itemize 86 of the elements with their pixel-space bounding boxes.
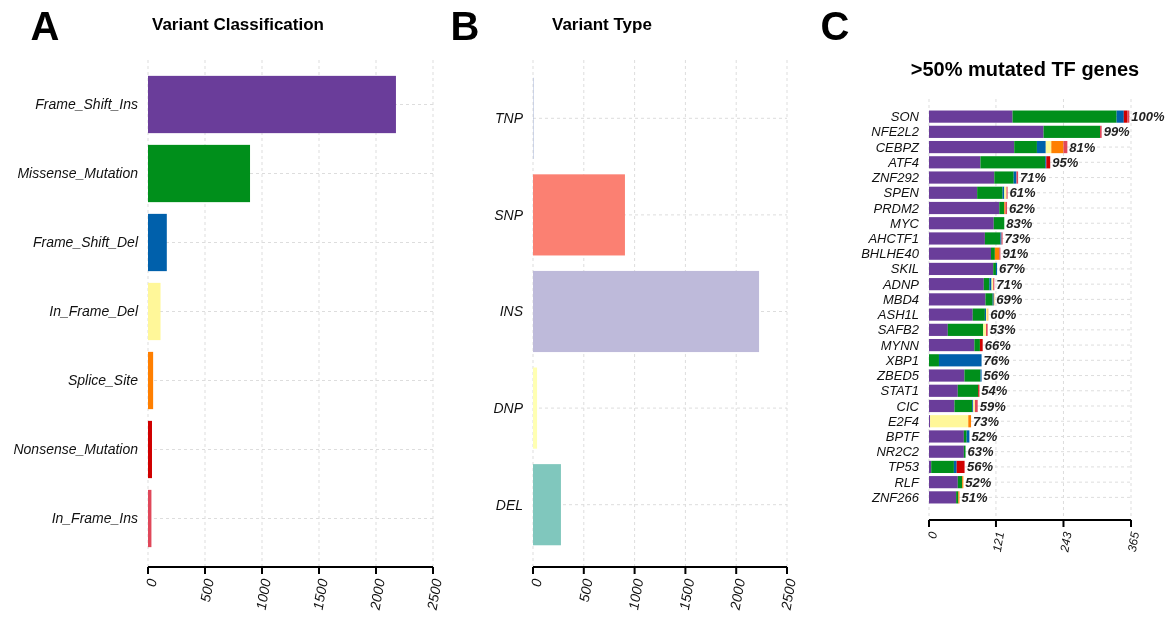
- y-tick-label: SNP: [494, 206, 524, 223]
- y-tick-label: ATF4: [887, 154, 919, 170]
- y-tick-label: TNP: [495, 110, 524, 127]
- x-tick-label: 0: [142, 577, 160, 589]
- annotation: 73%: [973, 413, 1000, 429]
- annotation: 69%: [996, 291, 1023, 307]
- annotation: 67%: [999, 261, 1026, 277]
- annotation: 59%: [979, 398, 1007, 414]
- chart-title: Variant Type: [552, 15, 652, 34]
- x-tick-label: 0: [925, 530, 941, 540]
- annotation: 81%: [1069, 139, 1096, 155]
- y-tick-label: MYNN: [880, 337, 920, 353]
- annotation: 62%: [1009, 200, 1036, 216]
- annotation: 99%: [1103, 124, 1131, 140]
- y-tick-label: Splice_Site: [67, 372, 139, 389]
- annotation: 71%: [996, 276, 1023, 292]
- annotation: 54%: [981, 383, 1008, 399]
- y-tick-label: SAFB2: [877, 322, 920, 338]
- x-tick-label: 2500: [777, 577, 799, 613]
- x-tick-label: 1000: [625, 577, 647, 612]
- y-tick-label: ZNF292: [871, 170, 920, 186]
- x-tick-label: 500: [196, 577, 217, 604]
- y-tick-label: MYC: [890, 215, 920, 231]
- annotation: 83%: [1006, 215, 1033, 231]
- x-tick-label: 0: [527, 577, 545, 589]
- annotation: 63%: [967, 444, 994, 460]
- y-tick-label: DEL: [495, 496, 523, 513]
- y-tick-label: Missense_Mutation: [17, 165, 139, 182]
- x-tick-label: 2500: [423, 577, 445, 613]
- y-tick-label: RLF: [894, 474, 921, 490]
- annotation: 73%: [1004, 231, 1032, 247]
- y-tick-label: XBP1: [884, 352, 919, 368]
- annotation: 56%: [966, 459, 994, 475]
- annotation: 71%: [1020, 170, 1047, 186]
- y-tick-label: AHCTF1: [867, 231, 919, 247]
- annotation: 56%: [983, 368, 1011, 384]
- y-tick-label: PRDM2: [873, 200, 920, 216]
- y-tick-label: BPTF: [885, 429, 921, 445]
- y-tick-label: SON: [890, 109, 920, 125]
- y-tick-label: ZBED5: [876, 368, 920, 384]
- annotation: 76%: [983, 352, 1011, 368]
- text: B: [450, 4, 480, 48]
- y-tick-label: ASH1L: [876, 307, 919, 323]
- annotation: 52%: [971, 429, 998, 445]
- y-tick-label: BHLHE40: [861, 246, 920, 262]
- y-tick-label: NR2C2: [876, 444, 920, 460]
- y-tick-label: INS: [499, 303, 524, 320]
- annotation: 91%: [1002, 246, 1029, 262]
- y-tick-label: Frame_Shift_Ins: [35, 96, 138, 113]
- y-tick-label: In_Frame_Del: [49, 303, 139, 320]
- x-tick-label: 2000: [726, 577, 749, 613]
- x-tick-label: 365: [1124, 530, 1143, 553]
- y-tick-label: ZNF266: [871, 489, 920, 505]
- x-tick-label: 243: [1057, 530, 1075, 554]
- annotation: 52%: [965, 474, 992, 490]
- text: A: [30, 4, 60, 48]
- chart-title: >50% mutated TF genes: [910, 58, 1140, 80]
- y-tick-label: Frame_Shift_Del: [32, 234, 139, 251]
- y-tick-label: SPEN: [883, 185, 920, 201]
- y-tick-label: SKIL: [890, 261, 919, 277]
- chart-title: Variant Classification: [152, 15, 324, 34]
- y-tick-label: CEBPZ: [875, 139, 921, 155]
- y-tick-label: CIC: [896, 398, 920, 414]
- y-tick-label: ADNP: [881, 276, 920, 292]
- annotation: 53%: [989, 322, 1017, 338]
- x-tick-label: 2000: [366, 577, 388, 613]
- x-tick-label: 500: [575, 577, 596, 604]
- annotation: 60%: [990, 307, 1017, 323]
- y-tick-label: NFE2L2: [871, 124, 920, 140]
- y-tick-label: STAT1: [880, 383, 919, 399]
- y-tick-label: In_Frame_Ins: [51, 510, 138, 527]
- y-tick-label: E2F4: [887, 413, 919, 429]
- annotation: 100%: [1131, 109, 1166, 125]
- annotation: 95%: [1052, 154, 1079, 170]
- x-tick-label: 121: [989, 530, 1008, 553]
- annotation: 51%: [961, 489, 988, 505]
- text: C: [820, 4, 850, 48]
- y-tick-label: MBD4: [882, 291, 919, 307]
- x-tick-label: 1000: [252, 577, 274, 612]
- x-tick-label: 1500: [676, 577, 698, 612]
- y-tick-label: Nonsense_Mutation: [13, 441, 139, 458]
- y-tick-label: TP53: [887, 459, 920, 475]
- annotation: 66%: [984, 337, 1012, 353]
- x-tick-label: 1500: [309, 577, 331, 612]
- y-tick-label: DNP: [493, 400, 524, 416]
- annotation: 61%: [1009, 185, 1037, 201]
